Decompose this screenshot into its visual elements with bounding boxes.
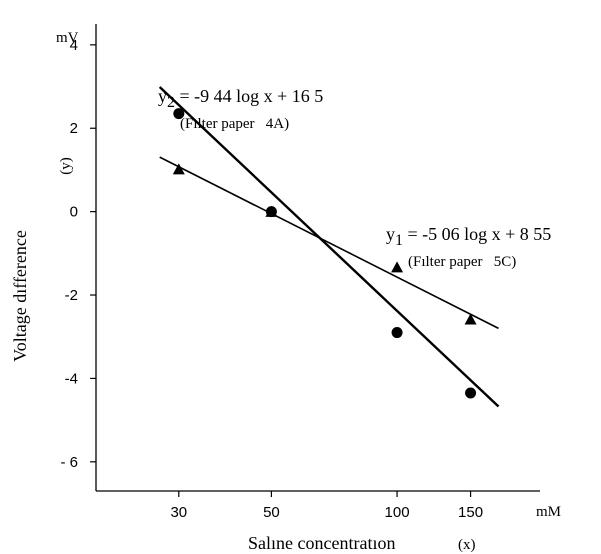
x-tick-label: 50: [263, 504, 280, 521]
y-tick-label: -4: [65, 370, 78, 387]
note-circle: (Fılter paper 4A): [180, 116, 289, 132]
triangle-point: [172, 163, 185, 175]
x-tick-label: 150: [458, 504, 483, 521]
svg-text:y2 = -9 44 log x + 16 5: y2 = -9 44 log x + 16 5: [158, 86, 323, 111]
eq-circle-sub: 2: [167, 94, 175, 111]
axes: [95, 24, 540, 492]
fit-lines: [158, 86, 500, 408]
triangle-point: [391, 261, 404, 273]
x-tick-label: 30: [170, 504, 187, 521]
eq-triangle-var: y: [386, 224, 395, 244]
data-points: [172, 108, 477, 399]
x-axis-var: (x): [458, 537, 476, 553]
circle-fit-line: [158, 86, 500, 408]
circle-point: [391, 327, 403, 339]
triangle-fit-line: [159, 156, 499, 330]
note-triangle: (Fılter paper 5C): [408, 254, 516, 270]
equation-triangle-series: y1 = -5 06 log x + 8 55 (Fılter paper 5C…: [386, 224, 551, 270]
y-unit-label: mV: [56, 30, 79, 46]
y-axis-title: Voltage dıfference: [10, 230, 30, 362]
x-axis-title: Salıne concentratıon: [248, 533, 395, 553]
triangle-point: [265, 205, 278, 217]
y-tick-label: 4: [70, 37, 78, 54]
x-unit-label: mM: [536, 504, 561, 520]
y-tick-label: 0: [70, 204, 78, 221]
ticks: 4 2 0 -2 -4 - 6 30 50 100 150: [60, 37, 483, 521]
equation-circle-series: y2 = -9 44 log x + 16 5 (Fılter paper 4A…: [158, 86, 323, 132]
circle-point: [465, 387, 477, 399]
eq-triangle-sub: 1: [395, 232, 403, 249]
y-tick-label: - 6: [60, 454, 78, 471]
eq-circle-var: y: [158, 86, 167, 106]
y-axis-var: (y): [58, 157, 74, 175]
x-tick-label: 100: [385, 504, 410, 521]
y-tick-label: 2: [70, 120, 78, 137]
svg-text:y1 = -5 06 log x + 8 55: y1 = -5 06 log x + 8 55: [386, 224, 551, 249]
circle-point: [173, 108, 185, 120]
triangle-point: [464, 313, 477, 325]
y-tick-label: -2: [65, 287, 78, 304]
eq-circle-rest: = -9 44 log x + 16 5: [175, 86, 323, 106]
eq-triangle-rest: = -5 06 log x + 8 55: [403, 224, 551, 244]
